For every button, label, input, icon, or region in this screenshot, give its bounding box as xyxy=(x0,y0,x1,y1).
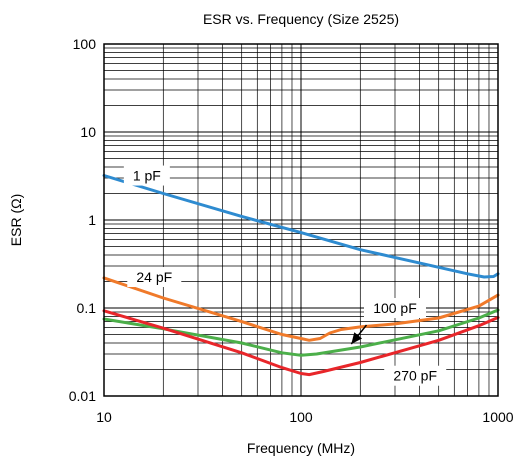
grid xyxy=(104,44,498,396)
y-tick-label: 100 xyxy=(73,36,97,52)
series-label-box xyxy=(123,165,170,186)
series-label: 270 pF xyxy=(393,368,437,384)
series-label: 100 pF xyxy=(373,300,417,316)
y-tick-label: 10 xyxy=(80,124,96,140)
y-tick-label: 0.01 xyxy=(69,388,96,404)
series-line-270pf xyxy=(102,309,500,377)
x-axis-label: Frequency (MHz) xyxy=(247,440,355,456)
y-tick-label: 1 xyxy=(88,212,96,228)
y-tick-label: 0.1 xyxy=(77,300,97,316)
series-label: 24 pF xyxy=(136,269,172,285)
plot-frame xyxy=(103,43,499,397)
x-tick-label: 10 xyxy=(96,409,112,425)
series-line-1pf xyxy=(102,174,500,279)
x-tick-label: 1000 xyxy=(482,409,513,425)
tick-labels: 10 100 1000 0.01 0.1 1 10 100 xyxy=(69,36,514,425)
series-label-box xyxy=(363,298,426,318)
chart-title: ESR vs. Frequency (Size 2525) xyxy=(203,11,399,27)
series-label-box xyxy=(127,267,182,288)
series-line-24pf xyxy=(102,276,500,342)
annotation-arrow-head xyxy=(351,332,363,344)
y-axis-label: ESR (Ω) xyxy=(8,194,24,246)
x-tick-label: 100 xyxy=(289,409,313,425)
series-line-100pf xyxy=(102,308,500,357)
series-label-box xyxy=(384,365,447,386)
series-lines xyxy=(102,174,500,377)
series-labels: 1 pF 24 pF 100 pF 270 pF xyxy=(123,165,447,386)
series-label: 1 pF xyxy=(133,168,161,184)
